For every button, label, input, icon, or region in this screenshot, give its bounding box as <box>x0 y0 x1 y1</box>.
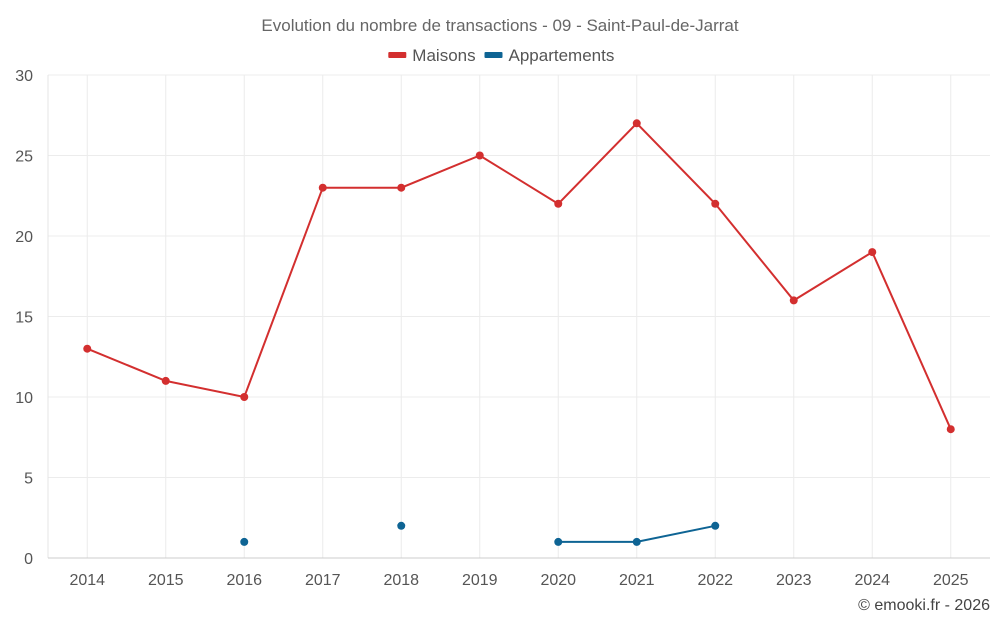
x-tick-label: 2022 <box>697 572 733 589</box>
legend: Maisons Appartements <box>388 46 614 65</box>
x-tick-label: 2020 <box>540 572 576 589</box>
data-point-appartements <box>240 537 249 546</box>
data-point-maisons <box>946 425 955 434</box>
data-point-maisons <box>711 199 720 208</box>
x-tick-label: 2017 <box>305 572 341 589</box>
x-tick-label: 2016 <box>226 572 262 589</box>
data-point-maisons <box>161 376 170 385</box>
legend-label-maisons: Maisons <box>412 46 475 65</box>
x-tick-label: 2014 <box>69 572 105 589</box>
y-tick-label: 25 <box>15 149 33 166</box>
series-maisons <box>83 119 955 434</box>
series-appartements <box>240 521 720 546</box>
y-tick-label: 15 <box>15 310 33 327</box>
data-point-maisons <box>83 344 92 353</box>
data-point-maisons <box>868 248 877 257</box>
grid <box>48 74 990 558</box>
series-layer <box>83 119 955 546</box>
data-point-maisons <box>240 393 249 401</box>
x-tick-label: 2015 <box>148 572 184 589</box>
data-point-maisons <box>554 199 563 208</box>
legend-item-appartements[interactable]: Appartements <box>484 46 615 65</box>
legend-label-appartements: Appartements <box>509 46 615 65</box>
data-point-appartements <box>554 537 563 546</box>
copyright-footer: © emooki.fr - 2026 <box>858 597 990 614</box>
y-tick-label: 30 <box>15 68 33 85</box>
x-tick-label: 2019 <box>462 572 498 589</box>
data-point-appartements <box>397 521 406 530</box>
x-tick-label: 2021 <box>619 572 655 589</box>
chart-title: Evolution du nombre de transactions - 09… <box>261 16 738 35</box>
data-point-appartements <box>632 537 641 546</box>
data-point-maisons <box>475 151 484 160</box>
data-point-maisons <box>397 183 406 192</box>
legend-swatch-appartements <box>484 52 503 58</box>
data-point-appartements <box>711 521 720 530</box>
y-tick-label: 0 <box>24 551 33 568</box>
legend-swatch-maisons <box>388 52 407 58</box>
data-point-maisons <box>318 183 327 192</box>
x-tick-label: 2018 <box>383 572 419 589</box>
y-tick-label: 10 <box>15 390 33 407</box>
legend-item-maisons[interactable]: Maisons <box>388 46 476 65</box>
data-point-maisons <box>789 296 798 305</box>
x-tick-label: 2023 <box>776 572 812 589</box>
y-tick-label: 5 <box>24 471 33 488</box>
series-line-maisons <box>86 121 952 430</box>
data-point-maisons <box>632 119 641 128</box>
x-tick-label: 2025 <box>933 572 969 589</box>
y-tick-label: 20 <box>15 229 33 246</box>
x-tick-label: 2024 <box>854 572 890 589</box>
